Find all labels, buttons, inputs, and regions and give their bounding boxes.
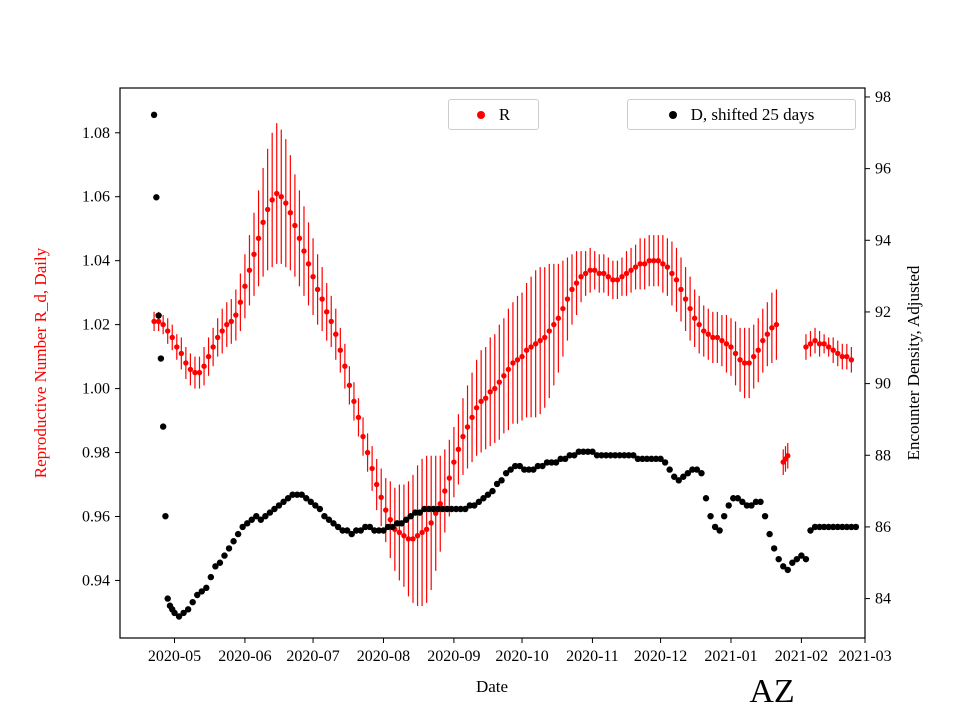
svg-text:1.00: 1.00 (82, 381, 110, 398)
state-annotation: AZ (749, 673, 794, 710)
left-axis-label: Reproductive Number R_d, Daily (31, 247, 50, 478)
svg-text:2020-10: 2020-10 (495, 648, 548, 665)
legend-d-label: D, shifted 25 days (690, 104, 815, 124)
svg-text:84: 84 (875, 591, 891, 608)
svg-text:0.96: 0.96 (82, 508, 110, 525)
svg-text:2020-12: 2020-12 (634, 648, 687, 665)
svg-text:92: 92 (875, 304, 891, 321)
svg-text:2020-08: 2020-08 (357, 648, 410, 665)
x-axis-label: Date (476, 677, 508, 696)
svg-text:86: 86 (875, 519, 891, 536)
svg-text:2020-09: 2020-09 (427, 648, 480, 665)
legend-box-r: R (448, 99, 539, 130)
legend-d-marker-icon (668, 110, 677, 119)
svg-text:1.02: 1.02 (82, 317, 110, 334)
svg-text:96: 96 (875, 161, 891, 178)
svg-text:0.94: 0.94 (82, 572, 110, 589)
svg-text:90: 90 (875, 376, 891, 393)
legend-box-d: D, shifted 25 days (627, 99, 856, 130)
svg-text:2021-02: 2021-02 (775, 648, 828, 665)
svg-text:2020-05: 2020-05 (148, 648, 201, 665)
svg-text:94: 94 (875, 232, 891, 249)
svg-text:2020-11: 2020-11 (566, 648, 619, 665)
svg-text:1.08: 1.08 (82, 125, 110, 142)
svg-text:1.04: 1.04 (82, 253, 110, 270)
svg-text:2021-01: 2021-01 (704, 648, 757, 665)
svg-text:1.06: 1.06 (82, 189, 110, 206)
plot-area: 2020-05 2020-06 2020-07 2020-08 2020-09 2020-… (82, 87, 892, 665)
right-axis-label: Encounter Density, Adjusted (904, 265, 923, 460)
svg-text:0.98: 0.98 (82, 445, 110, 462)
svg-text:88: 88 (875, 447, 891, 464)
svg-text:2020-06: 2020-06 (218, 648, 271, 665)
svg-text:2021-03: 2021-03 (838, 648, 891, 665)
legend-r-label: R (498, 104, 511, 124)
legend-r-marker-icon (476, 110, 485, 119)
svg-text:2020-07: 2020-07 (286, 648, 339, 665)
svg-text:98: 98 (875, 89, 891, 106)
